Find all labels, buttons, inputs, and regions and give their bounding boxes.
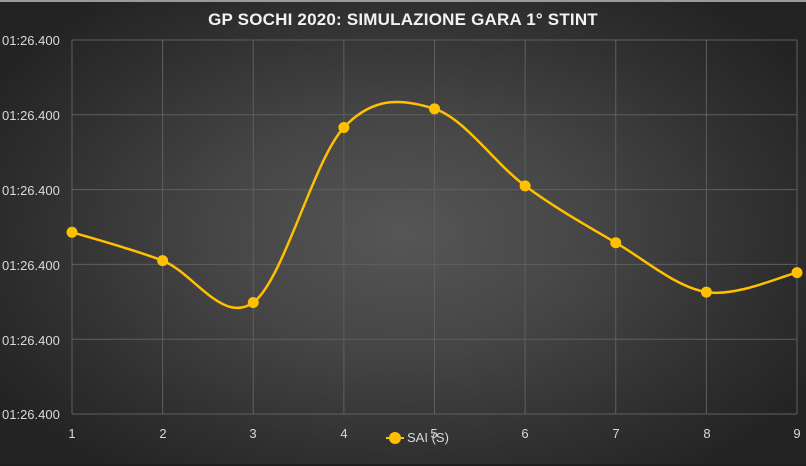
chart-title: GP SOCHI 2020: SIMULAZIONE GARA 1° STINT: [208, 10, 598, 29]
y-tick-label: 01:26.400: [2, 258, 60, 273]
data-point-marker: [247, 297, 259, 309]
legend-label: SAI (S): [407, 430, 449, 445]
series-line-sai: [71, 100, 798, 310]
legend: SAI (S): [386, 430, 449, 445]
x-tick-label: 1: [68, 426, 76, 441]
data-point-marker: [519, 180, 531, 192]
y-tick-label: 01:26.400: [2, 33, 60, 48]
data-point-marker: [338, 122, 350, 134]
x-tick-label: 9: [793, 426, 801, 441]
data-point-marker: [700, 286, 712, 298]
x-tick-label: 7: [612, 426, 620, 441]
legend-marker-icon: [386, 431, 404, 444]
x-tick-label: 4: [340, 426, 348, 441]
x-tick-label: 2: [159, 426, 167, 441]
data-point-marker: [791, 267, 803, 279]
data-point-marker: [429, 103, 440, 115]
y-tick-label: 01:26.400: [2, 407, 60, 422]
data-point-marker: [157, 255, 169, 267]
gridlines: [71, 39, 798, 415]
y-tick-label: 01:26.400: [2, 183, 60, 198]
x-tick-label: 5: [430, 426, 438, 441]
x-tick-label: 8: [703, 426, 711, 441]
data-point-marker: [610, 237, 622, 249]
y-tick-label: 01:26.400: [2, 108, 60, 123]
x-tick-label: 6: [521, 426, 529, 441]
y-tick-label: 01:26.400: [2, 333, 60, 348]
x-tick-label: 3: [249, 426, 257, 441]
series-markers-sai: [66, 103, 803, 309]
data-point-marker: [66, 226, 78, 238]
